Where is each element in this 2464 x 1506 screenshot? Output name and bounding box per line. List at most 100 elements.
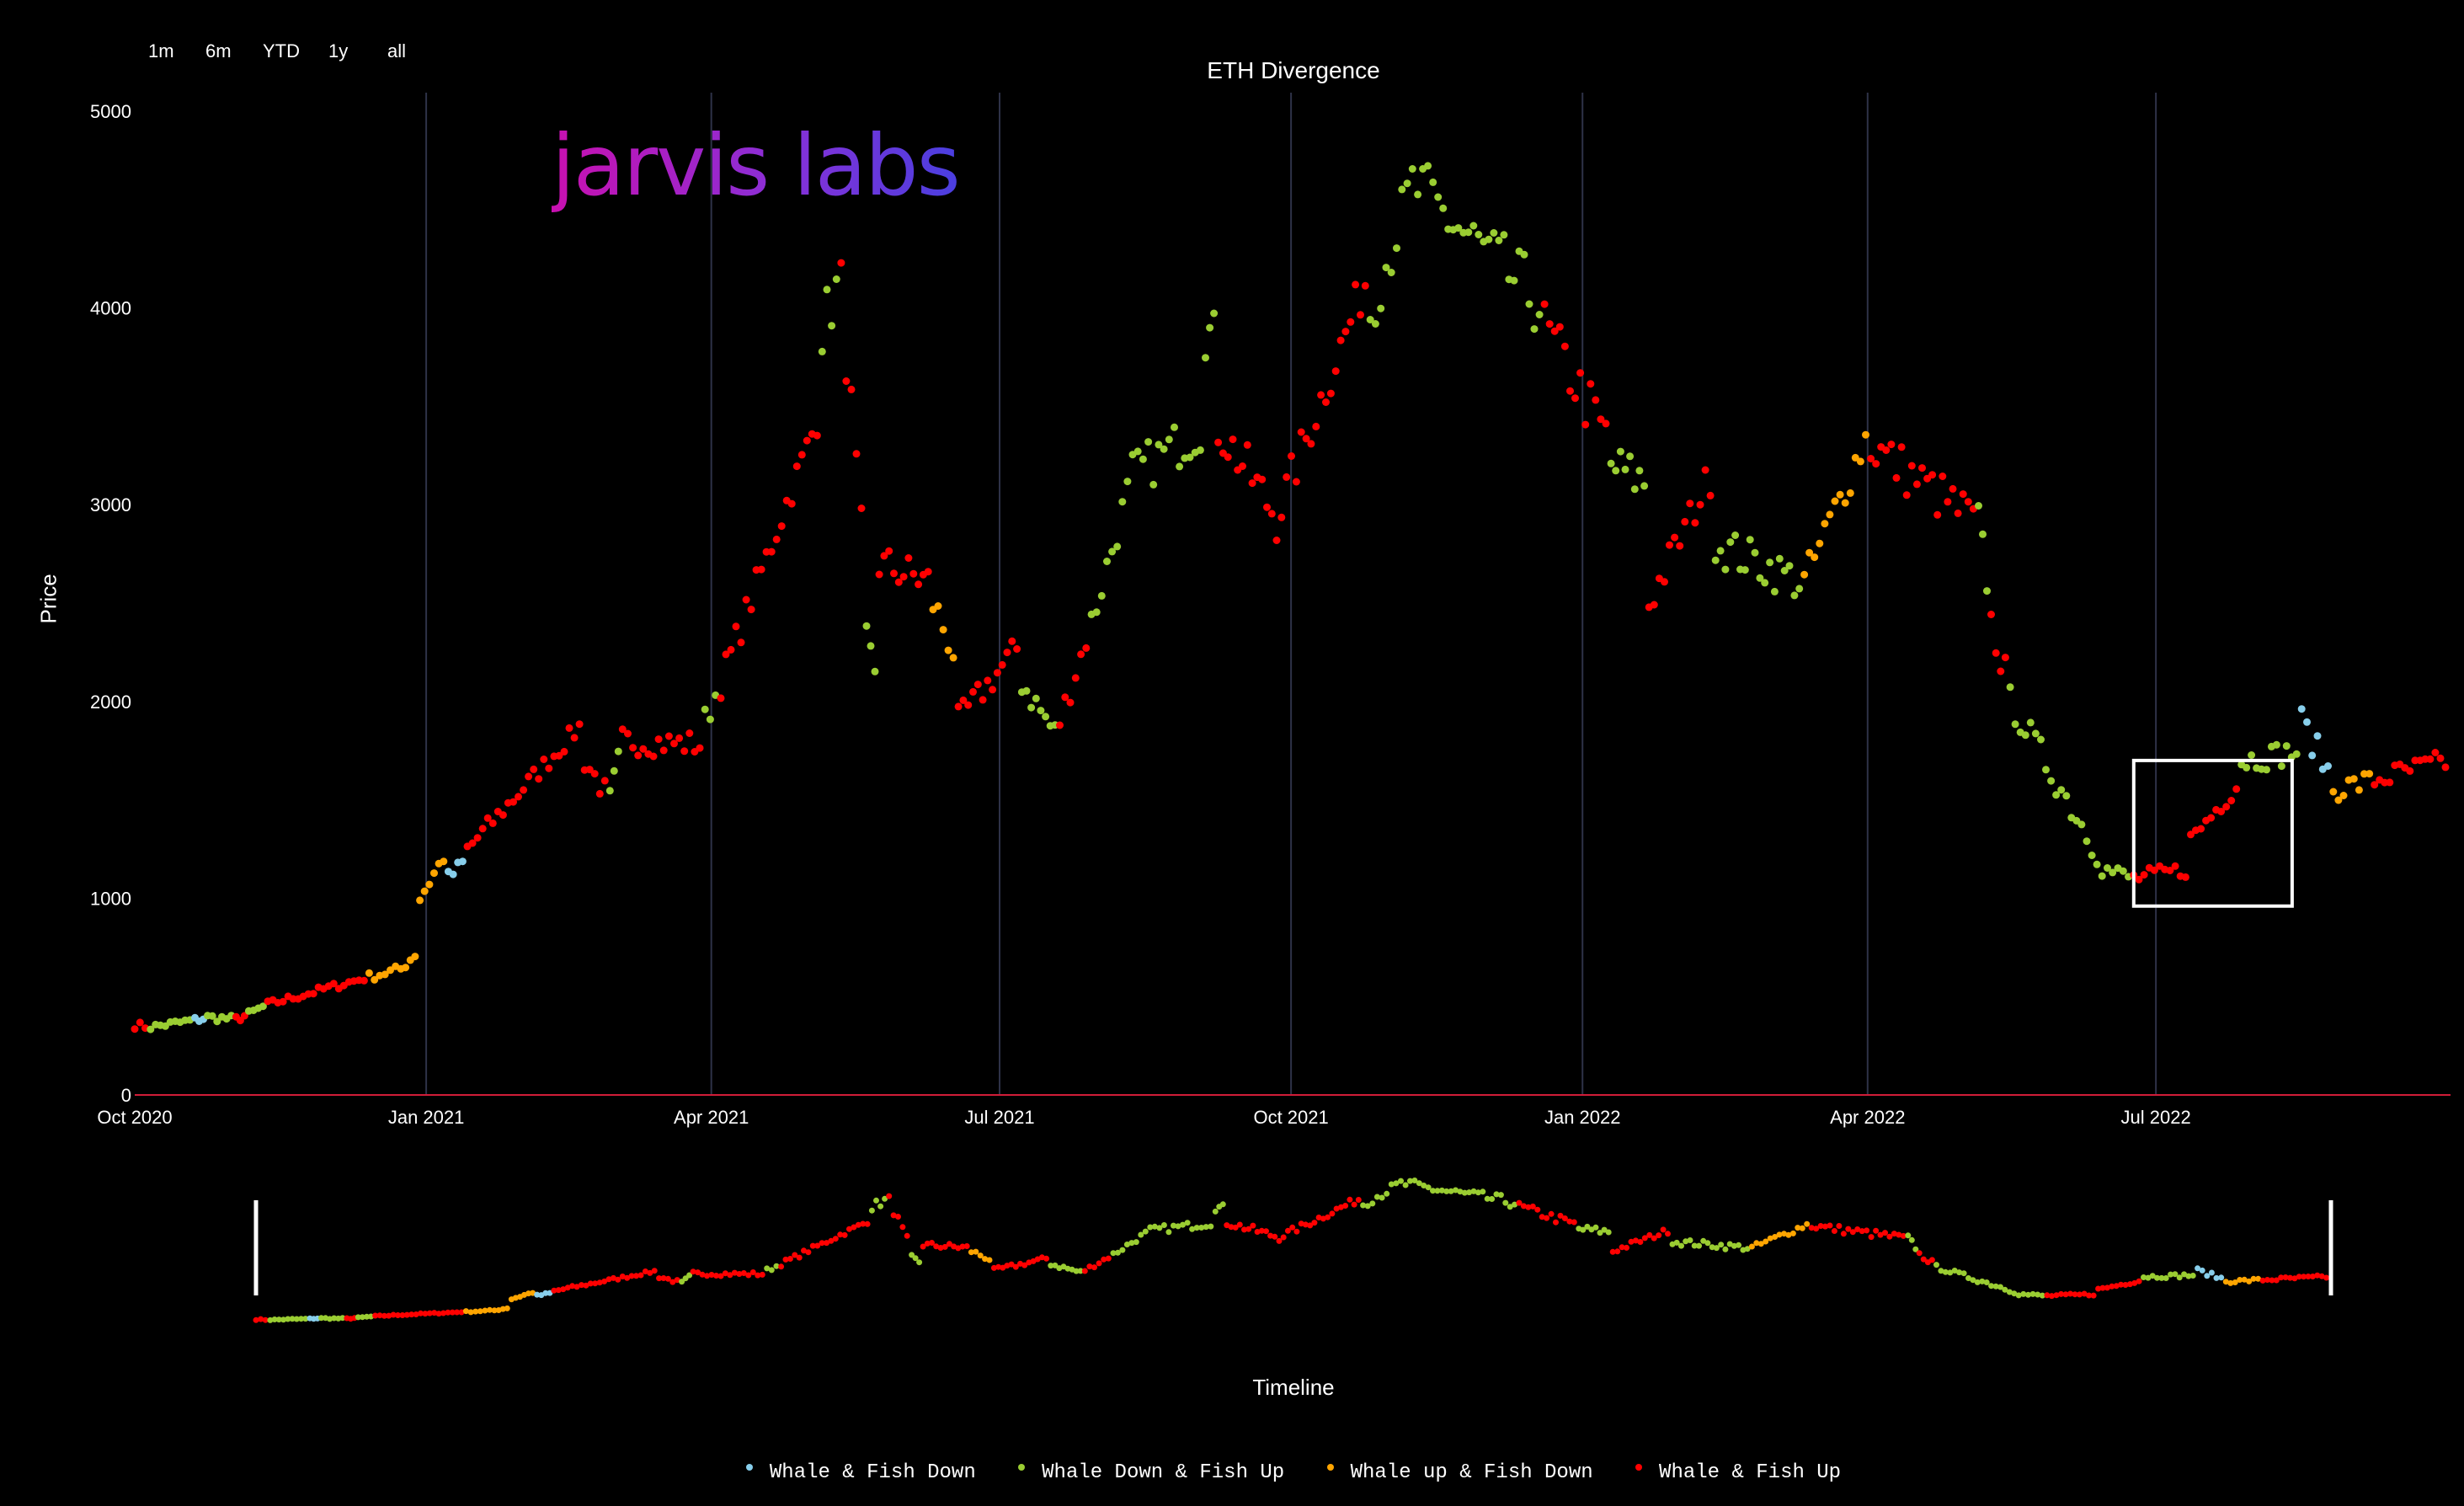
- slider-point: [2086, 1292, 2093, 1299]
- data-point: [1326, 389, 1335, 398]
- slider-point: [596, 1279, 603, 1286]
- slider-point: [1052, 1262, 1059, 1268]
- slider-point: [381, 1312, 387, 1319]
- slider-point: [285, 1316, 291, 1322]
- slider-point: [1908, 1236, 1915, 1243]
- slider-point: [1325, 1214, 1331, 1220]
- data-point: [213, 1017, 221, 1026]
- data-point: [939, 626, 947, 634]
- data-point: [1393, 244, 1400, 253]
- slider-point: [267, 1316, 274, 1323]
- slider-point: [477, 1308, 483, 1315]
- slider-point: [1219, 1201, 1226, 1208]
- slider-point: [904, 1232, 910, 1239]
- slider-point: [1461, 1189, 1468, 1196]
- x-tick-label: Jan 2021: [388, 1107, 465, 1128]
- slider-point: [1691, 1242, 1698, 1249]
- data-point: [904, 554, 913, 562]
- legend-item-whale-fish-down[interactable]: Whale & Fish Down: [745, 1461, 976, 1484]
- data-point: [1790, 591, 1799, 600]
- data-point: [1398, 185, 1406, 194]
- data-point: [1811, 553, 1819, 562]
- slider-point: [1198, 1225, 1205, 1231]
- legend-label: Whale Down & Fish Up: [1042, 1461, 1285, 1484]
- slider-point: [1307, 1222, 1314, 1229]
- data-point: [530, 765, 538, 773]
- data-point: [1434, 193, 1443, 201]
- slider-point: [1119, 1247, 1126, 1253]
- slider-point: [1384, 1190, 1390, 1197]
- data-point: [757, 565, 765, 574]
- legend-label: Whale & Fish Down: [769, 1461, 976, 1484]
- data-point: [2243, 763, 2251, 772]
- data-point: [1077, 650, 1085, 659]
- slider-point: [2287, 1274, 2293, 1281]
- slider-point: [1804, 1220, 1811, 1227]
- slider-point: [426, 1310, 433, 1316]
- slider-point: [2006, 1289, 2013, 1295]
- slider-point: [422, 1311, 429, 1317]
- data-point: [1361, 281, 1369, 290]
- range-1y-button[interactable]: 1y: [328, 40, 349, 61]
- range-all-button[interactable]: all: [387, 40, 407, 61]
- data-point: [2006, 683, 2014, 692]
- range-1m-button[interactable]: 1m: [148, 40, 174, 61]
- data-point: [659, 746, 668, 755]
- slider-point: [2039, 1292, 2045, 1299]
- x-tick-label: Apr 2022: [1830, 1107, 1905, 1128]
- slider-point: [1123, 1242, 1130, 1247]
- slider-point: [686, 1272, 693, 1279]
- legend-item-whale-down-fish-up[interactable]: Whale Down & Fish Up: [1018, 1461, 1284, 1484]
- slider-point: [359, 1314, 365, 1321]
- data-point: [488, 819, 497, 827]
- data-point: [1366, 316, 1374, 323]
- slider-point: [1718, 1242, 1725, 1248]
- slider-point: [449, 1309, 456, 1316]
- slider-point: [764, 1265, 771, 1272]
- slider-point: [1416, 1180, 1422, 1187]
- legend-item-whale-fish-up[interactable]: Whale & Fish Up: [1635, 1461, 1841, 1484]
- slider-point: [1651, 1235, 1657, 1242]
- slider-point: [2314, 1272, 2321, 1279]
- slider-point: [1114, 1249, 1121, 1256]
- data-point: [1297, 428, 1305, 436]
- slider-point: [877, 1203, 884, 1210]
- data-point: [2349, 775, 2358, 783]
- range-6m-button[interactable]: 6m: [205, 40, 232, 61]
- data-point: [1056, 721, 1064, 729]
- data-point: [2098, 872, 2106, 880]
- data-point: [1464, 228, 1473, 237]
- slider-point: [642, 1268, 648, 1274]
- slider-point: [462, 1308, 469, 1315]
- slider-point: [2067, 1290, 2073, 1297]
- slider-point: [2309, 1274, 2316, 1279]
- data-point: [1550, 327, 1559, 335]
- slider-point: [2126, 1281, 2133, 1288]
- slider-point: [873, 1197, 879, 1204]
- range-ytd-button[interactable]: YTD: [263, 40, 300, 61]
- slider-point: [253, 1316, 259, 1323]
- slider-point: [895, 1214, 901, 1220]
- slider-point: [1736, 1242, 1742, 1248]
- data-point: [1307, 440, 1315, 448]
- data-point: [989, 686, 997, 694]
- legend-item-whale-up-fish-down[interactable]: Whale up & Fish Down: [1326, 1461, 1593, 1484]
- data-point: [570, 734, 579, 742]
- data-point: [1867, 455, 1875, 462]
- data-point: [2272, 740, 2280, 749]
- slider-point: [491, 1307, 498, 1314]
- slider-point: [2168, 1271, 2174, 1278]
- slider-point: [2149, 1273, 2156, 1279]
- data-point: [2282, 742, 2291, 750]
- slider-point: [1048, 1263, 1054, 1269]
- slider-point: [587, 1280, 594, 1287]
- slider-point: [982, 1256, 989, 1263]
- slider-point: [1398, 1178, 1404, 1184]
- data-point: [595, 789, 604, 798]
- data-point: [1949, 484, 1957, 493]
- slider-point: [2172, 1271, 2179, 1278]
- data-point: [1731, 531, 1740, 539]
- slider-point: [551, 1287, 557, 1294]
- data-point: [2062, 792, 2071, 800]
